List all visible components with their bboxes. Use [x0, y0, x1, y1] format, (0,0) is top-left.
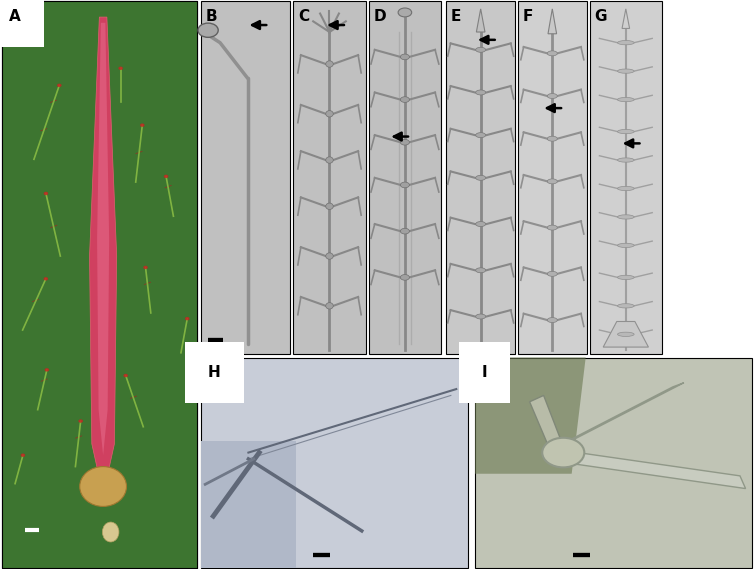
Ellipse shape: [476, 47, 486, 52]
Polygon shape: [558, 383, 684, 446]
Bar: [446, 1, 515, 354]
Polygon shape: [548, 9, 556, 34]
Ellipse shape: [547, 136, 557, 141]
Ellipse shape: [476, 90, 486, 95]
Text: H: H: [208, 365, 221, 380]
Ellipse shape: [547, 225, 557, 230]
Ellipse shape: [618, 69, 634, 73]
Bar: [475, 358, 752, 568]
Bar: [293, 1, 366, 354]
Bar: [2, 1, 197, 568]
Ellipse shape: [400, 97, 409, 102]
Ellipse shape: [326, 61, 333, 67]
Ellipse shape: [618, 332, 634, 336]
Ellipse shape: [547, 271, 557, 277]
Ellipse shape: [618, 129, 634, 134]
Ellipse shape: [78, 419, 83, 423]
Ellipse shape: [198, 23, 218, 38]
Ellipse shape: [542, 438, 584, 467]
Ellipse shape: [20, 453, 25, 457]
Ellipse shape: [476, 268, 486, 273]
Ellipse shape: [124, 374, 128, 377]
Bar: [201, 1, 290, 354]
Ellipse shape: [547, 179, 557, 184]
Ellipse shape: [476, 314, 486, 319]
Text: E: E: [451, 9, 461, 24]
Ellipse shape: [326, 253, 333, 259]
Ellipse shape: [326, 157, 333, 163]
Polygon shape: [529, 395, 563, 455]
Ellipse shape: [103, 522, 119, 542]
Ellipse shape: [80, 467, 127, 506]
Ellipse shape: [57, 84, 62, 87]
Ellipse shape: [164, 175, 168, 178]
Text: D: D: [373, 9, 386, 24]
Ellipse shape: [618, 215, 634, 219]
Ellipse shape: [476, 133, 486, 138]
Ellipse shape: [326, 203, 333, 209]
Bar: [2, 1, 197, 568]
Ellipse shape: [400, 54, 409, 60]
Ellipse shape: [400, 228, 409, 234]
Ellipse shape: [618, 304, 634, 308]
Ellipse shape: [118, 67, 123, 70]
Ellipse shape: [618, 158, 634, 162]
Ellipse shape: [44, 192, 48, 195]
Ellipse shape: [476, 175, 486, 180]
Bar: [201, 358, 468, 568]
Ellipse shape: [618, 97, 634, 102]
Ellipse shape: [618, 40, 634, 45]
Ellipse shape: [547, 93, 557, 98]
Ellipse shape: [476, 221, 486, 226]
Ellipse shape: [140, 123, 145, 127]
Ellipse shape: [547, 51, 557, 56]
Ellipse shape: [618, 244, 634, 248]
Ellipse shape: [618, 275, 634, 279]
Bar: [518, 1, 587, 354]
Ellipse shape: [44, 368, 49, 372]
Polygon shape: [603, 321, 648, 347]
Ellipse shape: [326, 110, 333, 117]
Ellipse shape: [44, 277, 48, 281]
Polygon shape: [622, 9, 630, 28]
Bar: [369, 1, 441, 354]
Bar: [201, 441, 296, 568]
Text: F: F: [523, 9, 533, 24]
Polygon shape: [563, 451, 746, 489]
Polygon shape: [97, 23, 109, 455]
Polygon shape: [477, 9, 485, 32]
Text: A: A: [9, 9, 21, 24]
Ellipse shape: [326, 303, 333, 309]
Bar: [590, 1, 662, 354]
Text: B: B: [206, 9, 217, 24]
Ellipse shape: [618, 187, 634, 191]
Ellipse shape: [400, 275, 409, 281]
Polygon shape: [90, 17, 117, 495]
Ellipse shape: [143, 266, 148, 269]
Text: G: G: [594, 9, 607, 24]
Ellipse shape: [400, 139, 409, 145]
Ellipse shape: [398, 8, 412, 17]
Ellipse shape: [185, 317, 189, 320]
Text: I: I: [482, 365, 487, 380]
Polygon shape: [475, 357, 586, 474]
Text: C: C: [298, 9, 309, 24]
Ellipse shape: [400, 182, 409, 188]
Ellipse shape: [547, 318, 557, 323]
